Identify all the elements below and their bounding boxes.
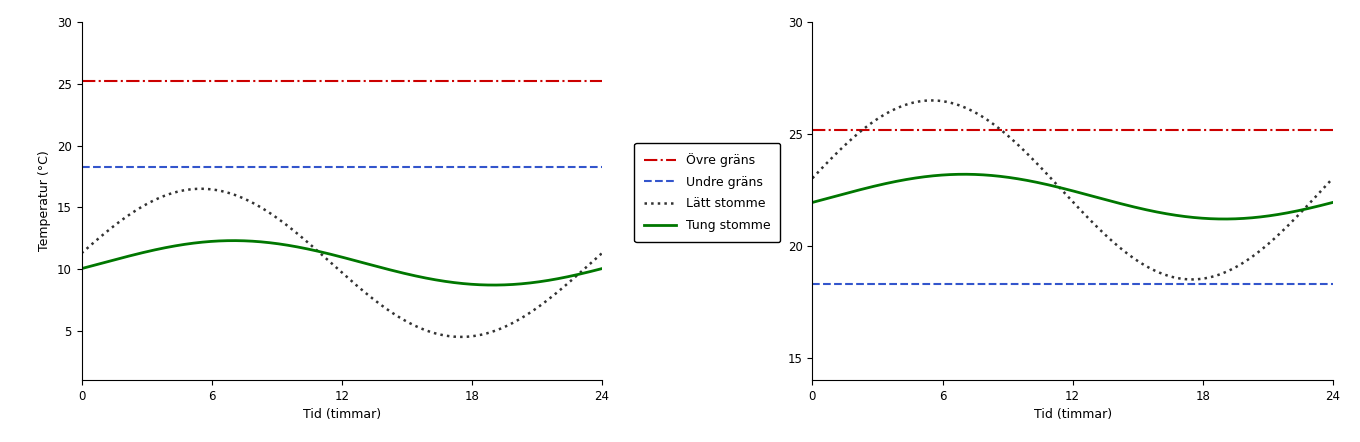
Y-axis label: Temperatur (°C): Temperatur (°C): [38, 151, 52, 251]
X-axis label: Tid (timmar): Tid (timmar): [303, 408, 381, 421]
X-axis label: Tid (timmar): Tid (timmar): [1034, 408, 1111, 421]
Legend: Övre gräns, Undre gräns, Lätt stomme, Tung stomme: Övre gräns, Undre gräns, Lätt stomme, Tu…: [634, 143, 781, 242]
